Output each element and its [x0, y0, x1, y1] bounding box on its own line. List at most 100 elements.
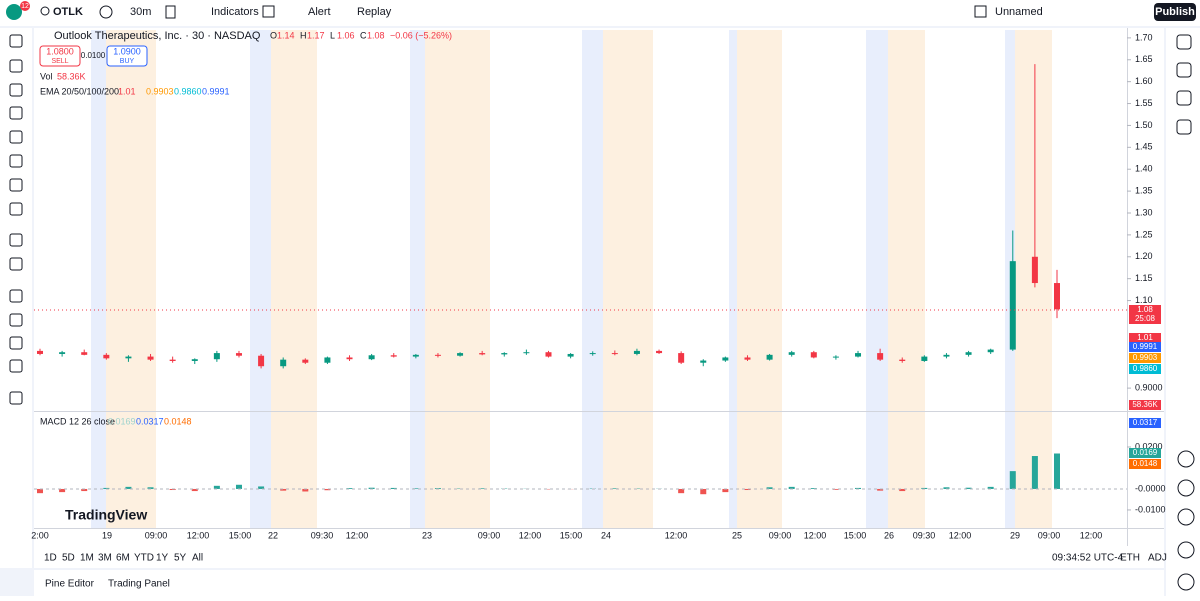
y-tick-label: 1.10 [1135, 295, 1153, 305]
range-button[interactable]: All [192, 553, 203, 564]
buy-price[interactable]: 1.0900 [113, 46, 141, 56]
indicators[interactable]: Indicators [211, 6, 259, 18]
session-band [582, 30, 603, 528]
range-button[interactable]: 5D [62, 553, 75, 564]
candle-body [214, 353, 220, 359]
footer [34, 570, 1164, 596]
candle-body [921, 357, 927, 361]
session-band [603, 30, 653, 528]
candle-body [391, 355, 397, 356]
x-tick-label: 15:00 [229, 530, 252, 540]
range-button[interactable]: 6M [116, 553, 130, 564]
adjust[interactable]: ADJ [1148, 553, 1167, 564]
y-tick-label: 1.55 [1135, 98, 1153, 108]
candle-body [943, 355, 949, 357]
macd-label: MACD 12 26 close [40, 416, 115, 426]
y-tick-label: 1.45 [1135, 142, 1153, 152]
candle-body [1054, 283, 1060, 309]
session-band [425, 30, 490, 528]
candle-body [280, 360, 286, 367]
footer-tab[interactable]: Pine Editor [45, 579, 95, 590]
price-tag-label: 0.9903 [1133, 353, 1158, 362]
x-tick-label: 25 [732, 530, 742, 540]
macd-bar [678, 489, 684, 493]
candle-body [811, 352, 817, 357]
candle-body [103, 355, 109, 359]
range-button[interactable]: 3M [98, 553, 112, 564]
x-tick-label: 12:00 [1080, 530, 1103, 540]
x-tick-label: 09:00 [769, 530, 792, 540]
sell-price[interactable]: 1.0800 [46, 46, 74, 56]
buy-label[interactable]: BUY [120, 58, 135, 65]
avatar[interactable] [6, 4, 22, 20]
price-tag-label: 1.08 [1137, 305, 1153, 314]
x-tick-label: 22 [268, 530, 278, 540]
macd-bar [700, 489, 706, 494]
ohlc-label: C [360, 30, 367, 40]
price-tag-label: 0.9991 [1133, 342, 1158, 351]
symbol-title: Outlook Therapeutics, Inc. · 30 · NASDAQ [54, 30, 261, 42]
candle-body [125, 357, 131, 359]
session-band [737, 30, 782, 528]
x-tick-label: 23 [422, 530, 432, 540]
y-tick-label: 1.15 [1135, 273, 1153, 283]
macd-bar [1010, 471, 1016, 489]
x-tick-label: 19 [102, 530, 112, 540]
publish[interactable]: Publish [1155, 6, 1195, 18]
y-tick-label: 1.40 [1135, 164, 1153, 174]
y-tick-label: 1.25 [1135, 229, 1153, 239]
candle-body [877, 353, 883, 360]
price-tag-label: 0.0169 [1133, 448, 1158, 457]
candle-body [789, 352, 795, 355]
alert[interactable]: Alert [308, 6, 331, 18]
session-band [410, 30, 425, 528]
layout-name[interactable]: Unnamed [995, 6, 1043, 18]
interval[interactable]: 30m [130, 6, 151, 18]
macd-bar [1032, 456, 1038, 489]
candle-body [170, 360, 176, 361]
candle-body [347, 357, 353, 359]
session[interactable]: ETH [1120, 553, 1140, 564]
x-tick-label: 09:00 [478, 530, 501, 540]
candle-body [744, 357, 750, 359]
candle-body [435, 355, 441, 356]
sell-label[interactable]: SELL [51, 58, 68, 65]
macd-bar [37, 489, 43, 493]
ohlc-value: 1.17 [307, 30, 325, 40]
candle-body [722, 357, 728, 360]
clock: 09:34:52 UTC-4 [1052, 553, 1124, 564]
y-tick-label: 1.65 [1135, 54, 1153, 64]
x-tick-label: 12:00 [804, 530, 827, 540]
ohlc-label: L [330, 30, 335, 40]
session-band [866, 30, 888, 528]
candle-body [1010, 261, 1016, 349]
candle-body [258, 356, 264, 367]
y-tick-label: 1.35 [1135, 185, 1153, 195]
symbol[interactable]: OTLK [53, 6, 83, 18]
candle-body [148, 357, 154, 360]
candle-body [855, 353, 861, 357]
x-tick-label: 12:00 [665, 530, 688, 540]
y-tick-label: 0.9000 [1135, 382, 1163, 392]
range-button[interactable]: 1M [80, 553, 94, 564]
candle-body [81, 352, 87, 355]
range-button[interactable]: 5Y [174, 553, 187, 564]
replay[interactable]: Replay [357, 6, 392, 18]
range-button[interactable]: 1D [44, 553, 57, 564]
footer-tab[interactable]: Trading Panel [108, 579, 170, 590]
range-button[interactable]: YTD [134, 553, 154, 564]
candle-body [634, 351, 640, 354]
x-tick-label: 09:00 [145, 530, 168, 540]
candle-body [523, 352, 529, 353]
left-toolbar [0, 28, 32, 568]
range-button[interactable]: 1Y [156, 553, 169, 564]
macd-value: 0.0169 [108, 416, 136, 426]
macd-tick-label: -0.0100 [1135, 504, 1166, 514]
candle-body [612, 353, 618, 354]
candle-body [899, 360, 905, 361]
candle-body [236, 353, 242, 356]
ohlc-label: H [300, 30, 307, 40]
macd-bar [236, 485, 242, 489]
